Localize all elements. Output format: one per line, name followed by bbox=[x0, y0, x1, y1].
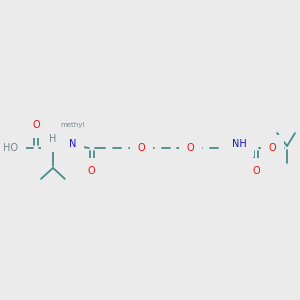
Text: O: O bbox=[32, 120, 40, 130]
Text: O: O bbox=[88, 166, 96, 176]
Text: methyl: methyl bbox=[61, 122, 85, 128]
Text: H: H bbox=[49, 134, 57, 144]
Text: O: O bbox=[187, 143, 194, 153]
Text: HO: HO bbox=[3, 143, 18, 153]
Text: O: O bbox=[268, 143, 276, 153]
Text: O: O bbox=[138, 143, 146, 153]
Text: N: N bbox=[69, 139, 76, 149]
Text: O: O bbox=[252, 166, 260, 176]
Text: NH: NH bbox=[232, 139, 247, 149]
